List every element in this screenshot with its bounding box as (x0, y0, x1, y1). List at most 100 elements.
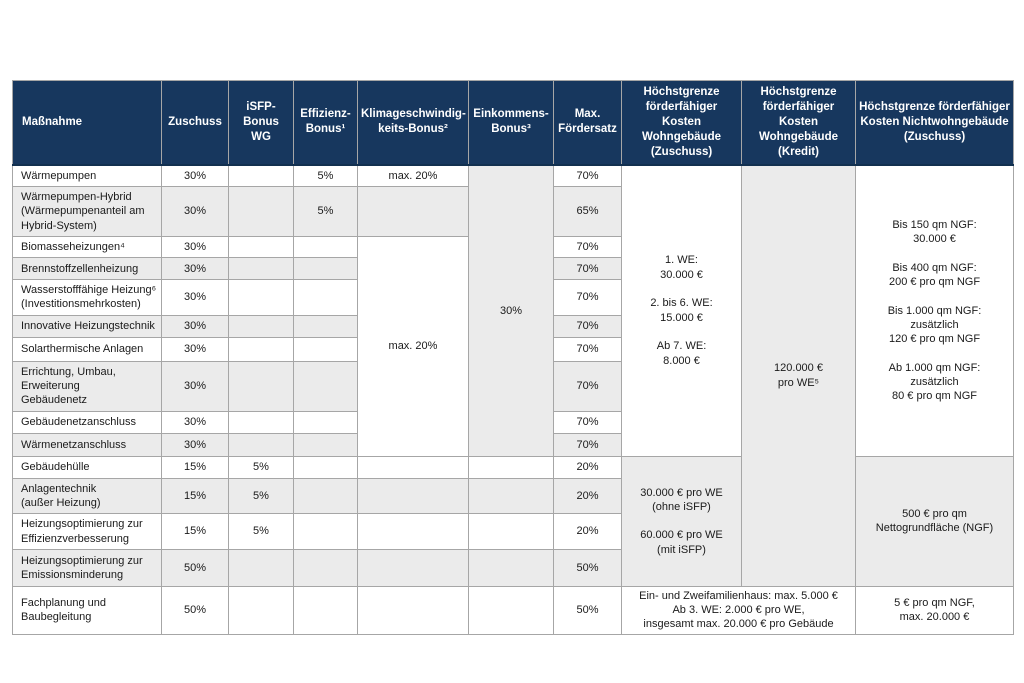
cell-max: 50% (553, 585, 622, 635)
cell-effizienz (293, 235, 358, 259)
cell-effizienz (293, 257, 358, 281)
cell-massnahme: Wärmepumpen-Hybrid (Wärmepumpenanteil am… (12, 185, 162, 237)
cell-isfp: 5% (228, 477, 294, 515)
cell-isfp (228, 235, 294, 259)
cell-effizienz (293, 455, 358, 479)
cell-zuschuss: 50% (161, 585, 229, 635)
table-row: Wärmenetzanschluss 30% 70% (12, 432, 1014, 457)
cell-massnahme: Gebäudehülle (12, 455, 162, 479)
cell-max: 70% (553, 164, 622, 187)
table-row: Innovative Heizungstechnik 30% 70% (12, 314, 1014, 338)
cell-max: 70% (553, 314, 622, 338)
cell-isfp (228, 336, 294, 362)
cell-isfp (228, 279, 294, 316)
header-max-foerdersatz: Max. Fördersatz (553, 79, 622, 166)
cell-isfp (228, 548, 294, 587)
cell-effizienz: 5% (293, 185, 358, 237)
cell-massnahme: Solarthermische Anlagen (12, 336, 162, 362)
cell-massnahme: Fachplanung und Baubegleitung (12, 585, 162, 635)
cell-einkommen-merged: 30% (468, 164, 554, 457)
cell-massnahme: Brennstoffzellenheizung (12, 257, 162, 281)
cell-massnahme: Gebäudenetzanschluss (12, 410, 162, 434)
table-row: Wärmepumpen 30% 5% max. 20% 30% 70% 1. W… (12, 164, 1014, 587)
table-row: Anlagentechnik (außer Heizung) 15% 5% 20… (12, 477, 1014, 515)
cell-nwg-merged: Bis 150 qm NGF: 30.000 € Bis 400 qm NGF:… (855, 164, 1014, 457)
cell-zuschuss: 15% (161, 513, 229, 550)
cell-isfp (228, 164, 294, 187)
cell-massnahme: Heizungsoptimierung zur Effizienzverbess… (12, 513, 162, 550)
table-row: Wasserstofffähige Heizung⁶ (Investitions… (12, 279, 1014, 316)
header-klima-bonus: Klimageschwindig- keits-Bonus² (357, 79, 469, 166)
cell-effizienz (293, 279, 358, 316)
cell-massnahme: Biomasseheizungen⁴ (12, 235, 162, 259)
cell-isfp (228, 432, 294, 457)
cell-effizienz (293, 336, 358, 362)
cell-zuschuss: 30% (161, 410, 229, 434)
cell-max: 70% (553, 336, 622, 362)
cell-klima-merged: max. 20% (357, 235, 469, 457)
cell-isfp (228, 360, 294, 412)
cell-einkommen (468, 477, 554, 515)
beg-subsidy-table: Maßnahme Zuschuss iSFP- Bonus WG Effizie… (12, 79, 1014, 635)
cell-isfp (228, 185, 294, 237)
header-massnahme: Maßnahme (12, 79, 162, 166)
cell-max: 70% (553, 410, 622, 434)
cell-max: 65% (553, 185, 622, 237)
cell-max: 70% (553, 235, 622, 259)
cell-effizienz (293, 585, 358, 635)
cell-einkommen (468, 455, 554, 479)
table-row: Solarthermische Anlagen 30% 70% (12, 336, 1014, 362)
cell-effizienz (293, 314, 358, 338)
table-row: Wärmepumpen-Hybrid (Wärmepumpenanteil am… (12, 185, 1014, 237)
table-row: Heizungsoptimierung zur Effizienzverbess… (12, 513, 1014, 550)
cell-massnahme: Anlagentechnik (außer Heizung) (12, 477, 162, 515)
cell-max: 20% (553, 477, 622, 515)
cell-isfp (228, 314, 294, 338)
cell-zuschuss: 30% (161, 314, 229, 338)
cell-max: 70% (553, 432, 622, 457)
cell-isfp: 5% (228, 513, 294, 550)
cell-zuschuss: 30% (161, 235, 229, 259)
cell-effizienz (293, 360, 358, 412)
cell-massnahme: Wärmepumpen (12, 164, 162, 187)
cell-max: 70% (553, 279, 622, 316)
cell-wg-zuschuss-merged-2: 30.000 € pro WE (ohne iSFP) 60.000 € pro… (621, 455, 742, 587)
cell-klima (357, 455, 469, 479)
header-zuschuss: Zuschuss (161, 79, 229, 166)
cell-isfp (228, 410, 294, 434)
table-row: Biomasseheizungen⁴ 30% max. 20% 70% (12, 235, 1014, 457)
cell-klima (357, 513, 469, 550)
cell-effizienz (293, 548, 358, 587)
cell-effizienz (293, 513, 358, 550)
header-wg-kredit: Höchstgrenze förderfähiger Kosten Wohnge… (741, 79, 856, 166)
header-wg-zuschuss: Höchstgrenze förderfähiger Kosten Wohnge… (621, 79, 742, 166)
cell-effizienz (293, 432, 358, 457)
cell-klima (357, 585, 469, 635)
header-nwg-zuschuss: Höchstgrenze förderfähiger Kosten Nichtw… (855, 79, 1014, 166)
cell-zuschuss: 30% (161, 279, 229, 316)
cell-klima (357, 477, 469, 515)
cell-wg-zuschuss-merged: 1. WE: 30.000 € 2. bis 6. WE: 15.000 € A… (621, 164, 742, 457)
cell-isfp: 5% (228, 455, 294, 479)
table-row: Errichtung, Umbau, Erweiterung Gebäudene… (12, 360, 1014, 412)
cell-zuschuss: 15% (161, 477, 229, 515)
cell-massnahme: Heizungsoptimierung zur Emissionsminderu… (12, 548, 162, 587)
cell-max: 20% (553, 455, 622, 479)
cell-max: 50% (553, 548, 622, 587)
cell-max: 70% (553, 257, 622, 281)
cell-effizienz: 5% (293, 164, 358, 187)
cell-massnahme: Errichtung, Umbau, Erweiterung Gebäudene… (12, 360, 162, 412)
cell-max: 70% (553, 360, 622, 412)
cell-wg-row15: Ein- und Zweifamilienhaus: max. 5.000 € … (621, 585, 856, 635)
cell-wg-kredit-merged: 120.000 € pro WE⁵ (741, 164, 856, 587)
cell-zuschuss: 30% (161, 257, 229, 281)
table-row: Fachplanung und Baubegleitung 50% 50% Ei… (12, 585, 1014, 635)
header-einkommens-bonus: Einkommens- Bonus³ (468, 79, 554, 166)
cell-isfp (228, 585, 294, 635)
cell-isfp (228, 257, 294, 281)
table-row: Gebäudenetzanschluss 30% 70% (12, 410, 1014, 434)
cell-klima (357, 185, 469, 237)
cell-effizienz (293, 410, 358, 434)
cell-zuschuss: 30% (161, 336, 229, 362)
